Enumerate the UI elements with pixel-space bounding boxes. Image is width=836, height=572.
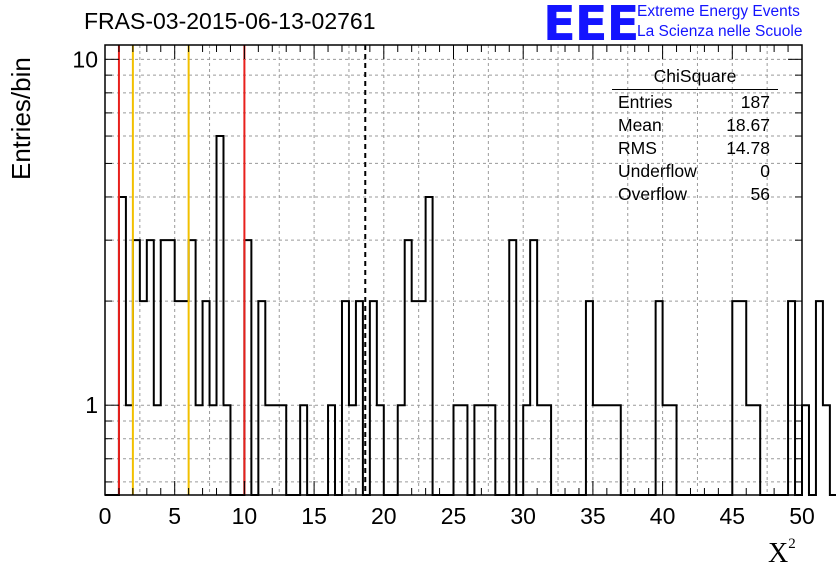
x-tick-label: 0 xyxy=(99,503,112,529)
x-tick-label: 10 xyxy=(232,503,258,529)
stats-row: Mean 18.67 xyxy=(612,115,778,138)
stats-value: 187 xyxy=(740,92,770,112)
stats-value: 56 xyxy=(750,184,770,204)
x-axis-label: X2 xyxy=(768,536,796,570)
stats-value: 18.67 xyxy=(726,115,770,135)
stats-row: Overflow 56 xyxy=(612,184,778,207)
stats-value: 14.78 xyxy=(726,138,770,158)
x-tick-label: 35 xyxy=(580,503,606,529)
x-tick-label: 15 xyxy=(301,503,327,529)
x-tick-label: 45 xyxy=(720,503,746,529)
stats-label: Mean xyxy=(618,115,662,135)
chart-title: FRAS-03-2015-06-13-02761 xyxy=(84,8,376,34)
x-tick-label: 50 xyxy=(789,503,815,529)
stats-row: Entries 187 xyxy=(612,92,778,115)
x-tick-label: 40 xyxy=(650,503,676,529)
x-tick-label: 20 xyxy=(371,503,397,529)
x-axis-label-superscript: 2 xyxy=(788,536,796,552)
stats-value: 0 xyxy=(760,161,770,181)
stats-row: RMS 14.78 xyxy=(612,138,778,161)
stats-box: ChiSquare Entries 187 Mean 18.67 RMS 14.78 … xyxy=(612,66,778,207)
x-tick-label: 5 xyxy=(168,503,181,529)
x-tick-label: 30 xyxy=(510,503,536,529)
stats-label: Underflow xyxy=(618,161,697,181)
histogram-series xyxy=(105,135,836,496)
y-axis-label: Entries/bin xyxy=(6,57,36,180)
stats-label: Entries xyxy=(618,92,673,112)
logo-subtitle-2: La Scienza nelle Scuole xyxy=(637,23,803,40)
stats-title: ChiSquare xyxy=(612,66,778,90)
logo-subtitle-1: Extreme Energy Events xyxy=(637,3,800,20)
stats-row: Underflow 0 xyxy=(612,161,778,184)
y-tick-label: 10 xyxy=(72,46,98,72)
y-tick-label: 1 xyxy=(85,392,98,418)
x-axis-label-text: X xyxy=(768,538,789,569)
stats-label: Overflow xyxy=(618,184,688,204)
stats-label: RMS xyxy=(618,138,657,158)
eee-logo: EEE xyxy=(543,0,639,52)
x-tick-label: 25 xyxy=(441,503,467,529)
